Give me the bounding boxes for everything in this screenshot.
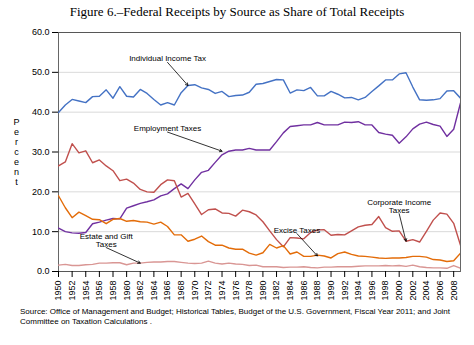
svg-text:1952: 1952: [67, 281, 77, 301]
svg-text:1980: 1980: [258, 281, 268, 301]
svg-text:2008: 2008: [449, 281, 459, 301]
svg-text:Estate and GiftTaxes: Estate and GiftTaxes: [80, 232, 134, 249]
svg-text:1966: 1966: [162, 281, 172, 301]
svg-text:1968: 1968: [176, 281, 186, 301]
svg-text:1974: 1974: [217, 281, 227, 301]
html-text:Figure 6.–Federal Receipts by: Figure 6.–Federal Receipts by Source as …: [69, 4, 405, 19]
svg-text:1976: 1976: [231, 281, 241, 301]
svg-text:50.0: 50.0: [32, 67, 50, 77]
html-text:Source: Office of Management a: Source: Office of Management and Budget;…: [20, 307, 450, 326]
svg-text:Percent: Percent: [13, 117, 19, 186]
svg-text:1998: 1998: [380, 281, 390, 301]
svg-text:1982: 1982: [271, 281, 281, 301]
svg-text:30.0: 30.0: [32, 147, 50, 157]
svg-text:20.0: 20.0: [32, 187, 50, 197]
svg-text:1986: 1986: [299, 281, 309, 301]
svg-text:60.0: 60.0: [32, 27, 50, 37]
svg-text:1972: 1972: [203, 281, 213, 301]
svg-text:1950: 1950: [53, 281, 63, 301]
svg-text:1984: 1984: [285, 281, 295, 301]
svg-text:1954: 1954: [81, 281, 91, 301]
svg-text:40.0: 40.0: [32, 107, 50, 117]
svg-text:1996: 1996: [367, 281, 377, 301]
svg-text:1960: 1960: [122, 281, 132, 301]
svg-text:10.0: 10.0: [32, 227, 50, 237]
svg-text:1994: 1994: [353, 281, 363, 301]
svg-text:1992: 1992: [340, 281, 350, 301]
svg-text:Corporate IncomeTaxes: Corporate IncomeTaxes: [367, 198, 432, 215]
svg-text:1962: 1962: [135, 281, 145, 301]
svg-text:Employment Taxes: Employment Taxes: [134, 124, 201, 133]
svg-text:1956: 1956: [94, 281, 104, 301]
svg-text:Excise Taxes: Excise Taxes: [274, 226, 321, 235]
svg-text:2004: 2004: [421, 281, 431, 301]
svg-text:2006: 2006: [435, 281, 445, 301]
svg-text:0.0: 0.0: [37, 266, 50, 276]
svg-text:1964: 1964: [149, 281, 159, 301]
svg-text:1970: 1970: [190, 281, 200, 301]
svg-text:1988: 1988: [312, 281, 322, 301]
svg-text:2002: 2002: [408, 281, 418, 301]
svg-text:Individual Income Tax: Individual Income Tax: [129, 54, 206, 63]
svg-text:1958: 1958: [108, 281, 118, 301]
svg-text:1990: 1990: [326, 281, 336, 301]
svg-text:2000: 2000: [394, 281, 404, 301]
svg-text:1978: 1978: [244, 281, 254, 301]
